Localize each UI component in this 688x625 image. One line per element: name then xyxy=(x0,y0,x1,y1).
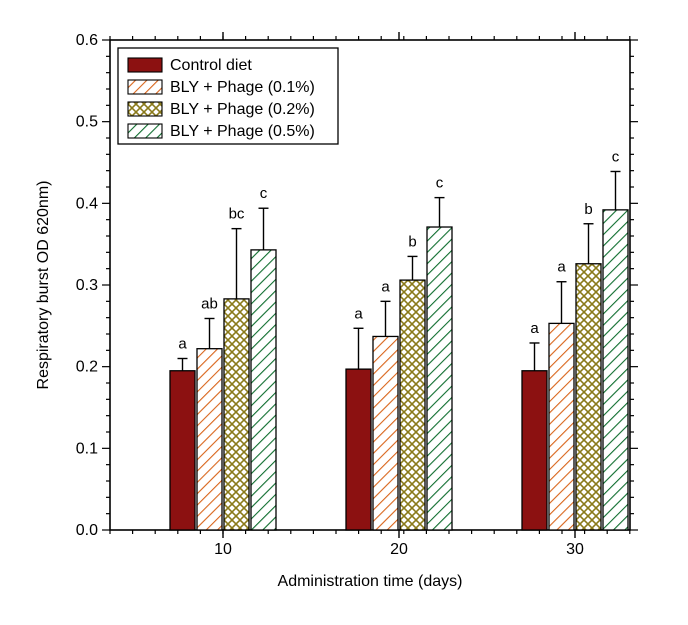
x-tick-label: 30 xyxy=(566,541,584,558)
bar xyxy=(400,280,425,530)
x-axis-label: Administration time (days) xyxy=(278,573,463,590)
significance-label: c xyxy=(612,148,620,165)
significance-label: a xyxy=(178,336,187,353)
bar xyxy=(224,299,249,530)
y-axis-label: Respiratory burst OD 620nm) xyxy=(35,181,52,390)
x-tick-label: 10 xyxy=(214,541,232,558)
significance-label: a xyxy=(530,320,539,337)
legend-label: BLY + Phage (0.2%) xyxy=(170,101,315,118)
bar xyxy=(549,323,574,530)
significance-label: b xyxy=(584,201,592,218)
y-tick-label: 0.3 xyxy=(76,277,98,294)
significance-label: bc xyxy=(229,206,245,223)
bar xyxy=(170,371,195,530)
significance-label: a xyxy=(381,278,390,295)
y-tick-label: 0.4 xyxy=(76,195,98,212)
x-tick-label: 20 xyxy=(390,541,408,558)
bar xyxy=(576,264,601,530)
respiratory-burst-chart: 0.00.10.20.30.40.50.6102030aabbccaabcaab… xyxy=(0,0,688,625)
significance-label: ab xyxy=(201,295,218,312)
y-tick-label: 0.0 xyxy=(76,522,98,539)
legend-label: BLY + Phage (0.5%) xyxy=(170,123,315,140)
significance-label: a xyxy=(557,259,566,276)
significance-label: b xyxy=(408,233,416,250)
bar xyxy=(522,371,547,530)
y-tick-label: 0.1 xyxy=(76,440,98,457)
legend-label: BLY + Phage (0.1%) xyxy=(170,79,315,96)
bar xyxy=(346,369,371,530)
bar xyxy=(427,227,452,530)
bar xyxy=(603,210,628,530)
y-tick-label: 0.6 xyxy=(76,32,98,49)
bar xyxy=(251,250,276,530)
chart-svg: 0.00.10.20.30.40.50.6102030aabbccaabcaab… xyxy=(0,0,688,625)
significance-label: c xyxy=(436,175,444,192)
y-tick-label: 0.5 xyxy=(76,114,98,131)
y-tick-label: 0.2 xyxy=(76,359,98,376)
significance-label: a xyxy=(354,305,363,322)
significance-label: c xyxy=(260,185,268,202)
legend-label: Control diet xyxy=(170,57,252,74)
bar xyxy=(373,336,398,530)
bar xyxy=(197,349,222,530)
